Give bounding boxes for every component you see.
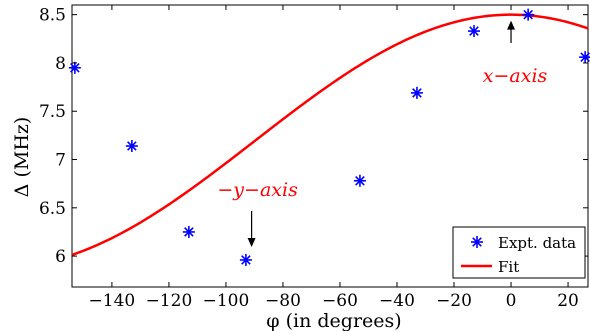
y-tick-label: 7.5 [39,102,66,122]
y-tick-label: 6 [55,247,66,267]
x-axis-arrow-head [507,20,516,30]
fit-curve [71,13,589,257]
data-point [579,51,590,64]
x-axis-annotation: x−axis [483,65,548,87]
annotations-layer: x−axis −y−axis [217,20,548,247]
x-tick-label: −100 [203,291,250,311]
x-tick-label: 20 [557,291,579,311]
data-point [182,225,195,238]
legend-box [452,226,586,279]
data-points-layer [68,8,590,266]
legend-fit-label: Fit [498,258,519,276]
neg-y-axis-arrow-head [247,238,256,247]
legend-expt-marker [471,236,483,248]
y-tick-label: 8.5 [39,6,66,26]
x-tick-label: −40 [379,291,415,311]
y-tick-label: 6.5 [39,199,66,219]
x-tick-label: −60 [322,291,358,311]
x-axis-label: φ (in degrees) [266,310,401,331]
data-point [239,253,252,266]
x-tick-label: −120 [146,291,193,311]
data-point [467,25,480,38]
y-tick-label: 7 [55,151,66,171]
data-point [68,61,81,74]
ticks-layer: −140 −120 −100 −80 −60 −40 −20 0 20 6 6.5 7 7.5 8 8.5 [39,5,588,311]
x-tick-label: −20 [436,291,472,311]
x-tick-label: −80 [265,291,301,311]
x-tick-label: −140 [89,291,136,311]
legend: Expt. data Fit [452,226,586,279]
y-axis-label: Δ (MHz) [11,117,33,198]
data-point [410,86,423,99]
data-point [125,140,138,152]
y-tick-label: 8 [55,54,66,74]
neg-y-axis-annotation: −y−axis [217,179,298,201]
data-point [522,8,535,21]
legend-asterisk [471,236,483,248]
fit-layer [71,13,589,257]
data-point [353,174,366,187]
x-tick-label: 0 [506,291,517,311]
legend-expt-label: Expt. data [498,234,576,252]
